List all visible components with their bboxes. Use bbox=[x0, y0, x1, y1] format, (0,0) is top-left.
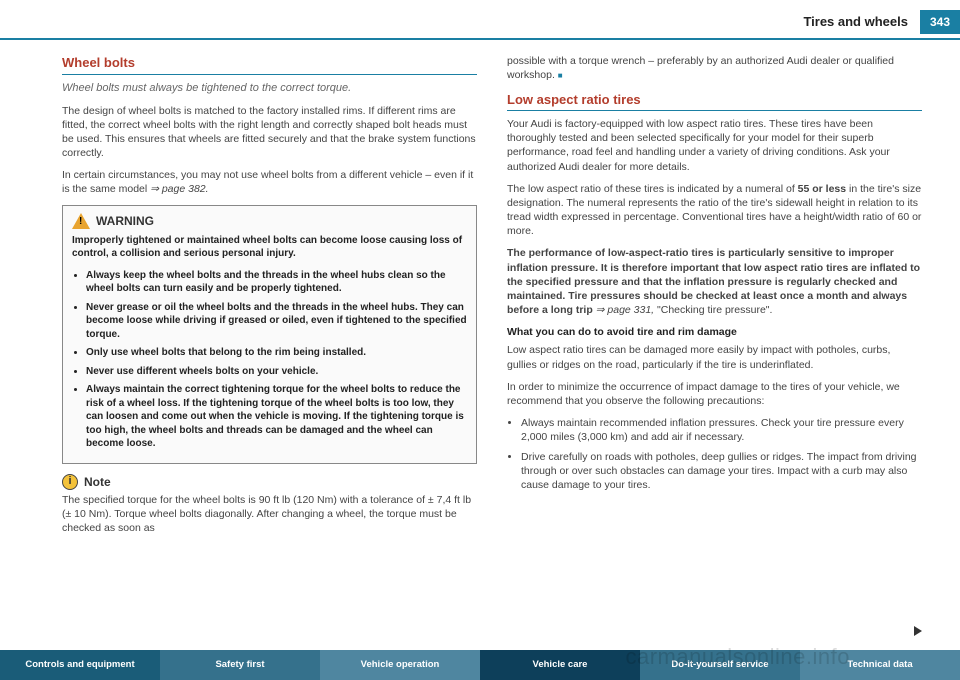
warning-item: Only use wheel bolts that belong to the … bbox=[86, 346, 467, 360]
warning-item: Always keep the wheel bolts and the thre… bbox=[86, 269, 467, 296]
right-column: possible with a torque wrench – preferab… bbox=[507, 54, 922, 543]
page-reference: ⇒ page 382. bbox=[150, 183, 208, 195]
subsection-heading: What you can do to avoid tire and rim da… bbox=[507, 325, 922, 339]
note-heading: i Note bbox=[62, 474, 477, 490]
content-area: Wheel bolts Wheel bolts must always be t… bbox=[0, 40, 960, 549]
footer-tab-care[interactable]: Vehicle care bbox=[480, 650, 640, 680]
bold-text: 55 or less bbox=[798, 183, 846, 195]
body-text: The low aspect ratio of these tires is i… bbox=[507, 182, 922, 239]
warning-triangle-icon bbox=[72, 213, 90, 229]
warning-item: Never grease or oil the wheel bolts and … bbox=[86, 301, 467, 342]
end-marker-icon: ■ bbox=[558, 71, 563, 80]
body-text: In order to minimize the occurrence of i… bbox=[507, 380, 922, 408]
warning-list: Always keep the wheel bolts and the thre… bbox=[72, 269, 467, 451]
text-span: In certain circumstances, you may not us… bbox=[62, 169, 473, 195]
text-span: The low aspect ratio of these tires is i… bbox=[507, 183, 798, 195]
warning-item: Never use different wheels bolts on your… bbox=[86, 365, 467, 379]
footer-nav: Controls and equipment Safety first Vehi… bbox=[0, 650, 960, 680]
page-header: Tires and wheels 343 bbox=[0, 0, 960, 38]
continuation-text: possible with a torque wrench – preferab… bbox=[507, 54, 922, 82]
info-circle-icon: i bbox=[62, 474, 78, 490]
precaution-list: Always maintain recommended inflation pr… bbox=[507, 416, 922, 492]
page-reference: ⇒ page 331, bbox=[596, 304, 654, 316]
warning-box: WARNING Improperly tightened or maintain… bbox=[62, 205, 477, 464]
note-label: Note bbox=[84, 474, 111, 490]
warning-label: WARNING bbox=[96, 213, 154, 229]
text-span: possible with a torque wrench – preferab… bbox=[507, 55, 894, 81]
warning-heading: WARNING bbox=[72, 213, 467, 229]
continue-arrow-icon bbox=[914, 626, 922, 636]
left-column: Wheel bolts Wheel bolts must always be t… bbox=[62, 54, 477, 543]
warning-item: Always maintain the correct tightening t… bbox=[86, 383, 467, 451]
footer-tab-technical[interactable]: Technical data bbox=[800, 650, 960, 680]
body-text: Your Audi is factory-equipped with low a… bbox=[507, 117, 922, 174]
footer-tab-diy[interactable]: Do-it-yourself service bbox=[640, 650, 800, 680]
section-wheel-bolts: Wheel bolts bbox=[62, 54, 477, 75]
footer-tab-operation[interactable]: Vehicle operation bbox=[320, 650, 480, 680]
section-low-aspect: Low aspect ratio tires bbox=[507, 91, 922, 112]
header-title: Tires and wheels bbox=[803, 13, 908, 31]
footer-tab-controls[interactable]: Controls and equipment bbox=[0, 650, 160, 680]
list-item: Always maintain recommended inflation pr… bbox=[521, 416, 922, 444]
footer-tab-safety[interactable]: Safety first bbox=[160, 650, 320, 680]
list-item: Drive carefully on roads with potholes, … bbox=[521, 450, 922, 493]
page-number: 343 bbox=[920, 10, 960, 34]
warning-intro: Improperly tightened or maintained wheel… bbox=[72, 234, 467, 261]
body-text: The performance of low-aspect-ratio tire… bbox=[507, 246, 922, 317]
text-span: "Checking tire pressure". bbox=[654, 304, 772, 316]
body-text: In certain circumstances, you may not us… bbox=[62, 168, 477, 196]
body-text: Low aspect ratio tires can be damaged mo… bbox=[507, 343, 922, 371]
section-subtitle: Wheel bolts must always be tightened to … bbox=[62, 81, 477, 96]
note-text: The specified torque for the wheel bolts… bbox=[62, 493, 477, 536]
body-text: The design of wheel bolts is matched to … bbox=[62, 104, 477, 161]
